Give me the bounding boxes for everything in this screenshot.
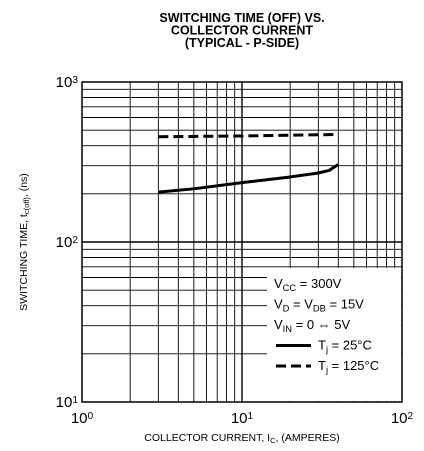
condition-text: VD = VDB = 15V <box>274 297 364 314</box>
condition-text: VCC = 300V <box>274 276 342 293</box>
condition-text: VIN = 0 ⇔ 5V <box>274 317 351 334</box>
chart-title-line: SWITCHING TIME (OFF) VS. <box>159 11 324 25</box>
chart-title-line: (TYPICAL - P-SIDE) <box>185 36 299 50</box>
plot-frame <box>81 81 403 403</box>
x-tick-labels: 100 101 102 <box>71 410 414 427</box>
x-tick-label: 102 <box>391 410 414 427</box>
y-tick-labels: 101 102 103 <box>56 74 79 411</box>
legend-label: Tj = 25°C <box>318 338 372 355</box>
chart-title: SWITCHING TIME (OFF) VS.COLLECTOR CURREN… <box>159 11 324 50</box>
y-tick-label: 101 <box>56 394 79 411</box>
series-layer <box>158 132 340 194</box>
chart-title-line: COLLECTOR CURRENT <box>171 24 313 38</box>
legend-box <box>267 268 401 401</box>
x-tick-label: 101 <box>231 410 254 427</box>
series-line-125c <box>158 132 339 139</box>
legend-label: Tj = 125°C <box>318 358 379 375</box>
y-tick-label: 102 <box>56 234 79 251</box>
x-tick-label: 100 <box>71 410 94 427</box>
legend: VCC = 300V VD = VDB = 15V VIN = 0 ⇔ 5V Tj =… <box>274 276 379 375</box>
y-axis-label: SWITCHING TIME, tc(off), (ns) <box>18 173 31 311</box>
y-tick-label: 103 <box>56 74 79 91</box>
x-axis-label: COLLECTOR CURRENT, IC, (AMPERES) <box>144 432 339 445</box>
legend-background <box>267 268 401 401</box>
grid <box>82 82 402 402</box>
series-line-25c <box>158 163 340 194</box>
